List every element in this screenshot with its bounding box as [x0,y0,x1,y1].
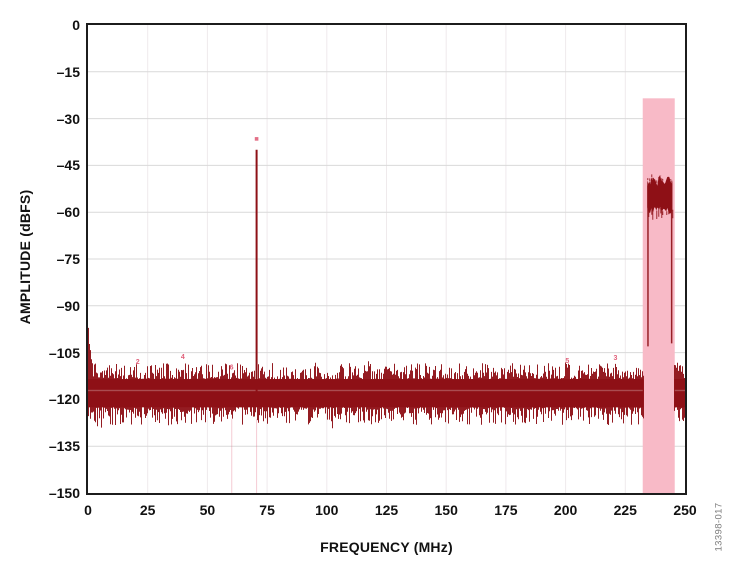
y-tick-label-–135: –135 [48,438,80,455]
y-tick-label-–30: –30 [56,110,80,127]
figure-id-label: 13398-017 [713,502,725,552]
y-tick-label-–150: –150 [48,485,80,501]
noise-floor-trace [88,327,685,429]
y-tick-label-–90: –90 [56,297,80,314]
y-tick-label-–120: –120 [48,391,80,408]
spur-marker-6: 6 [230,365,234,372]
shaped-noise-hump [647,174,674,347]
spur-markers: 2 4 6 5 3 [136,354,618,372]
x-tick-label-100: 100 [315,502,339,518]
x-tick-label-200: 200 [553,502,578,518]
x-tick-label-75: 75 [259,502,275,518]
fundamental-tone-spike [254,137,259,406]
x-tick-label-150: 150 [434,502,458,518]
x-tick-label-0: 0 [84,502,92,518]
x-axis-title: FREQUENCY (MHz) [320,539,453,555]
spur-marker-3: 3 [614,355,618,362]
spur-marker-4: 4 [181,354,185,361]
spur-marker-2: 2 [136,359,140,366]
x-tick-label-250: 250 [673,502,697,518]
x-tick-label-125: 125 [374,502,399,518]
x-tick-label-225: 225 [613,502,637,518]
y-tick-label-–105: –105 [48,344,80,361]
y-tick-label-–15: –15 [56,63,80,80]
y-tick-label-0: 0 [72,17,80,33]
faint-marker-lines [231,419,258,493]
x-tick-label-25: 25 [139,502,156,518]
x-tick-label-50: 50 [199,502,216,518]
y-tick-label-–75: –75 [56,251,80,267]
y-axis-title: AMPLITUDE (dBFS) [17,189,33,325]
y-tick-label-–60: –60 [56,204,80,221]
x-tick-label-175: 175 [494,502,518,518]
horizontal-gridlines [88,71,685,447]
spur-marker-5: 5 [565,358,569,365]
spectrum-plot-canvas: 2 4 6 5 3 [88,25,685,493]
y-tick-label-–45: –45 [56,157,80,174]
